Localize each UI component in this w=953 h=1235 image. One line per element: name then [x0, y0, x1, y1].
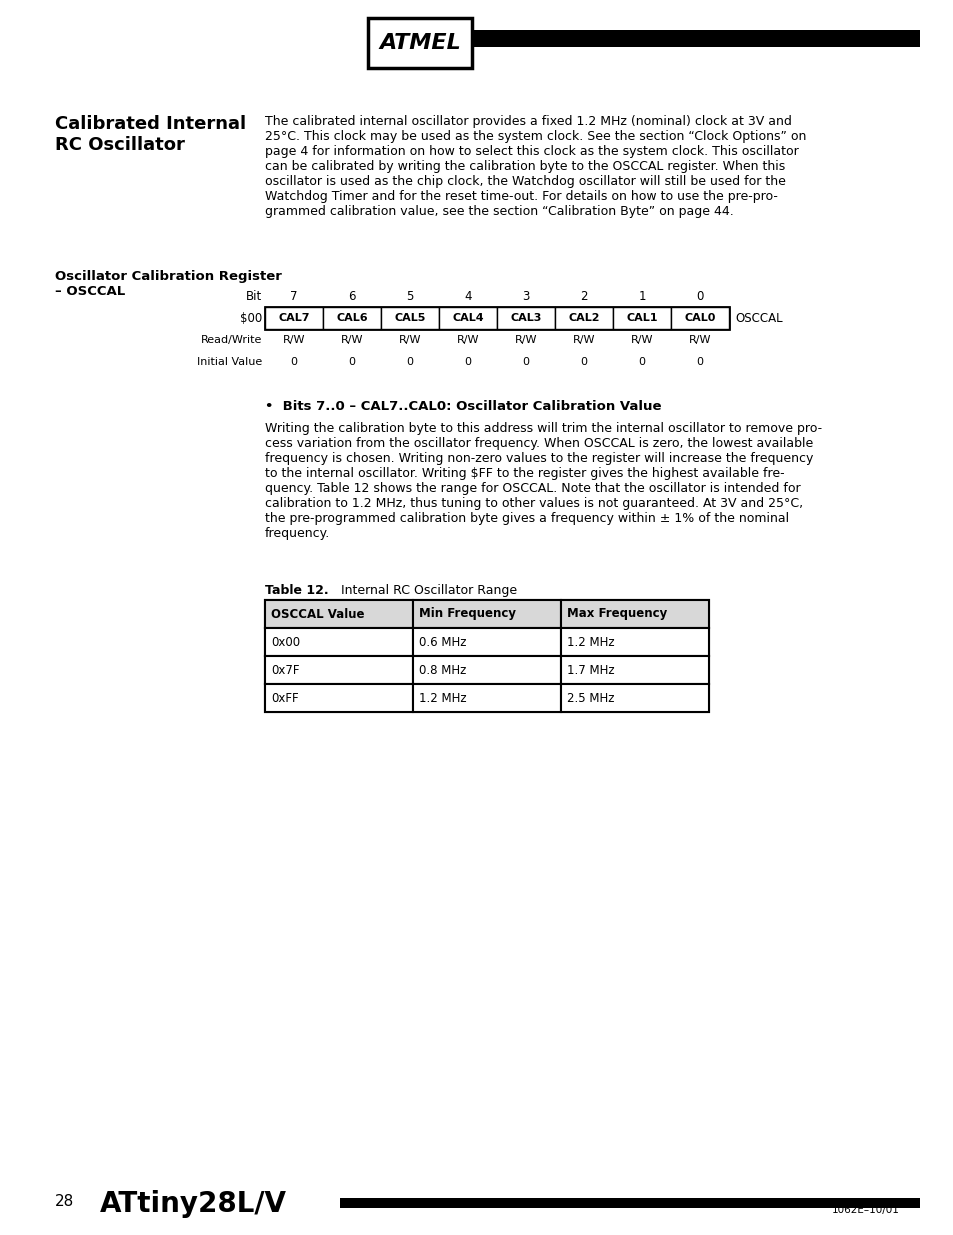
- Text: $00: $00: [239, 311, 262, 325]
- Bar: [438, 308, 497, 329]
- Text: OSCCAL: OSCCAL: [734, 311, 781, 325]
- Text: CAL4: CAL4: [452, 312, 483, 324]
- Text: R/W: R/W: [688, 335, 711, 345]
- Text: 0: 0: [638, 357, 645, 367]
- Text: 1: 1: [638, 289, 645, 303]
- Text: 1.2 MHz: 1.2 MHz: [566, 636, 614, 648]
- Bar: [265, 629, 708, 656]
- Bar: [560, 684, 708, 713]
- Bar: [368, 19, 472, 68]
- Text: 2: 2: [579, 289, 587, 303]
- Text: CAL1: CAL1: [625, 312, 657, 324]
- Bar: [265, 656, 413, 684]
- Text: Table 12.: Table 12.: [265, 584, 328, 597]
- Text: CAL5: CAL5: [394, 312, 425, 324]
- Text: CAL6: CAL6: [335, 312, 368, 324]
- Text: R/W: R/W: [282, 335, 305, 345]
- Bar: [560, 656, 708, 684]
- Bar: [670, 308, 728, 329]
- Bar: [265, 656, 708, 684]
- Text: R/W: R/W: [515, 335, 537, 345]
- Text: 0: 0: [291, 357, 297, 367]
- Text: R/W: R/W: [340, 335, 363, 345]
- Bar: [380, 308, 438, 329]
- Text: 7: 7: [290, 289, 297, 303]
- Bar: [265, 600, 708, 629]
- Bar: [265, 308, 728, 329]
- Text: Bit: Bit: [246, 289, 262, 303]
- Bar: [560, 600, 708, 629]
- Text: 0x7F: 0x7F: [271, 663, 299, 677]
- Bar: [555, 308, 613, 329]
- Bar: [265, 600, 413, 629]
- Text: 0: 0: [522, 357, 529, 367]
- Text: CAL3: CAL3: [510, 312, 541, 324]
- Text: R/W: R/W: [456, 335, 478, 345]
- Text: 4: 4: [464, 289, 471, 303]
- Text: CAL7: CAL7: [278, 312, 310, 324]
- Bar: [323, 308, 380, 329]
- Text: 0: 0: [464, 357, 471, 367]
- Bar: [265, 629, 413, 656]
- Text: R/W: R/W: [572, 335, 595, 345]
- Text: 0.8 MHz: 0.8 MHz: [418, 663, 466, 677]
- Text: CAL0: CAL0: [683, 312, 715, 324]
- Bar: [461, 30, 919, 47]
- Bar: [613, 308, 670, 329]
- Text: ATMEL: ATMEL: [378, 33, 460, 53]
- Text: R/W: R/W: [630, 335, 653, 345]
- Text: OSCCAL Value: OSCCAL Value: [271, 608, 364, 620]
- Bar: [413, 684, 560, 713]
- Text: 5: 5: [406, 289, 414, 303]
- Text: 1.7 MHz: 1.7 MHz: [566, 663, 614, 677]
- Bar: [265, 308, 323, 329]
- Text: Oscillator Calibration Register
– OSCCAL: Oscillator Calibration Register – OSCCAL: [55, 270, 281, 298]
- Text: 2.5 MHz: 2.5 MHz: [566, 692, 614, 704]
- Text: Read/Write: Read/Write: [200, 335, 262, 345]
- Bar: [413, 629, 560, 656]
- Text: 1062E–10/01: 1062E–10/01: [831, 1205, 899, 1215]
- Bar: [339, 1198, 919, 1208]
- Text: Calibrated Internal
RC Oscillator: Calibrated Internal RC Oscillator: [55, 115, 246, 154]
- Bar: [265, 684, 413, 713]
- Text: •  Bits 7..0 – CAL7..CAL0: Oscillator Calibration Value: • Bits 7..0 – CAL7..CAL0: Oscillator Cal…: [265, 400, 660, 412]
- Text: R/W: R/W: [398, 335, 421, 345]
- Text: 6: 6: [348, 289, 355, 303]
- Text: 0: 0: [696, 357, 702, 367]
- Text: Internal RC Oscillator Range: Internal RC Oscillator Range: [333, 584, 517, 597]
- Bar: [497, 308, 555, 329]
- Text: 3: 3: [521, 289, 529, 303]
- Text: Writing the calibration byte to this address will trim the internal oscillator t: Writing the calibration byte to this add…: [265, 422, 821, 540]
- Text: 0: 0: [348, 357, 355, 367]
- Text: ATtiny28L/V: ATtiny28L/V: [100, 1191, 287, 1218]
- Text: 0: 0: [406, 357, 413, 367]
- Bar: [560, 629, 708, 656]
- Text: 0: 0: [579, 357, 587, 367]
- Text: Min Frequency: Min Frequency: [418, 608, 516, 620]
- Text: The calibrated internal oscillator provides a fixed 1.2 MHz (nominal) clock at 3: The calibrated internal oscillator provi…: [265, 115, 805, 219]
- Text: Max Frequency: Max Frequency: [566, 608, 666, 620]
- Bar: [265, 684, 708, 713]
- Text: 0.6 MHz: 0.6 MHz: [418, 636, 466, 648]
- Text: Initial Value: Initial Value: [196, 357, 262, 367]
- Text: CAL2: CAL2: [568, 312, 599, 324]
- Text: 0: 0: [696, 289, 703, 303]
- Text: 1.2 MHz: 1.2 MHz: [418, 692, 466, 704]
- Text: 0xFF: 0xFF: [271, 692, 298, 704]
- Text: 0x00: 0x00: [271, 636, 300, 648]
- Bar: [413, 656, 560, 684]
- Text: 28: 28: [55, 1193, 74, 1209]
- Bar: [413, 600, 560, 629]
